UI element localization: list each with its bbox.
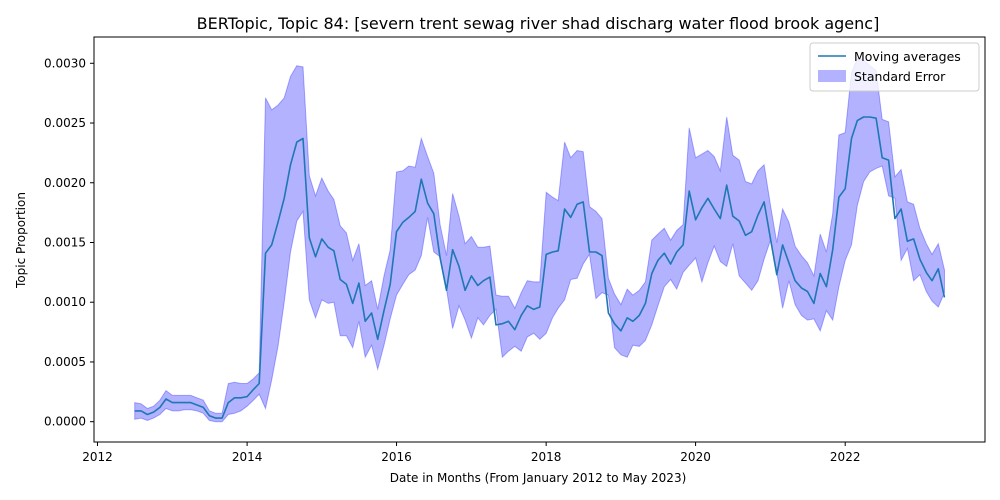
y-axis-title: Topic Proportion — [14, 192, 28, 289]
x-tick-label: 2016 — [381, 450, 412, 464]
legend-label-standard-error: Standard Error — [854, 69, 946, 84]
y-tick-label: 0.0030 — [44, 56, 86, 70]
standard-error-band — [134, 57, 945, 423]
y-tick-label: 0.0000 — [44, 415, 86, 429]
x-tick-label: 2022 — [830, 450, 861, 464]
x-tick-label: 2012 — [82, 450, 113, 464]
x-tick-label: 2014 — [232, 450, 263, 464]
y-tick-label: 0.0020 — [44, 176, 86, 190]
y-tick-label: 0.0025 — [44, 116, 86, 130]
chart-title: BERTopic, Topic 84: [severn trent sewag … — [197, 14, 880, 33]
plot-frame — [93, 36, 986, 443]
legend: Moving averages Standard Error — [809, 42, 980, 92]
x-tick-label: 2018 — [531, 450, 562, 464]
y-tick-label: 0.0015 — [44, 235, 86, 249]
legend-label-moving-averages: Moving averages — [854, 49, 961, 64]
y-tick-label: 0.0010 — [44, 295, 86, 309]
moving-average-line — [134, 116, 946, 419]
legend-box — [809, 42, 980, 92]
x-axis-title: Date in Months (From January 2012 to May… — [390, 471, 687, 485]
x-tick-label: 2020 — [680, 450, 711, 464]
y-tick-label: 0.0005 — [44, 355, 86, 369]
legend-swatch-standard-error — [818, 70, 846, 82]
